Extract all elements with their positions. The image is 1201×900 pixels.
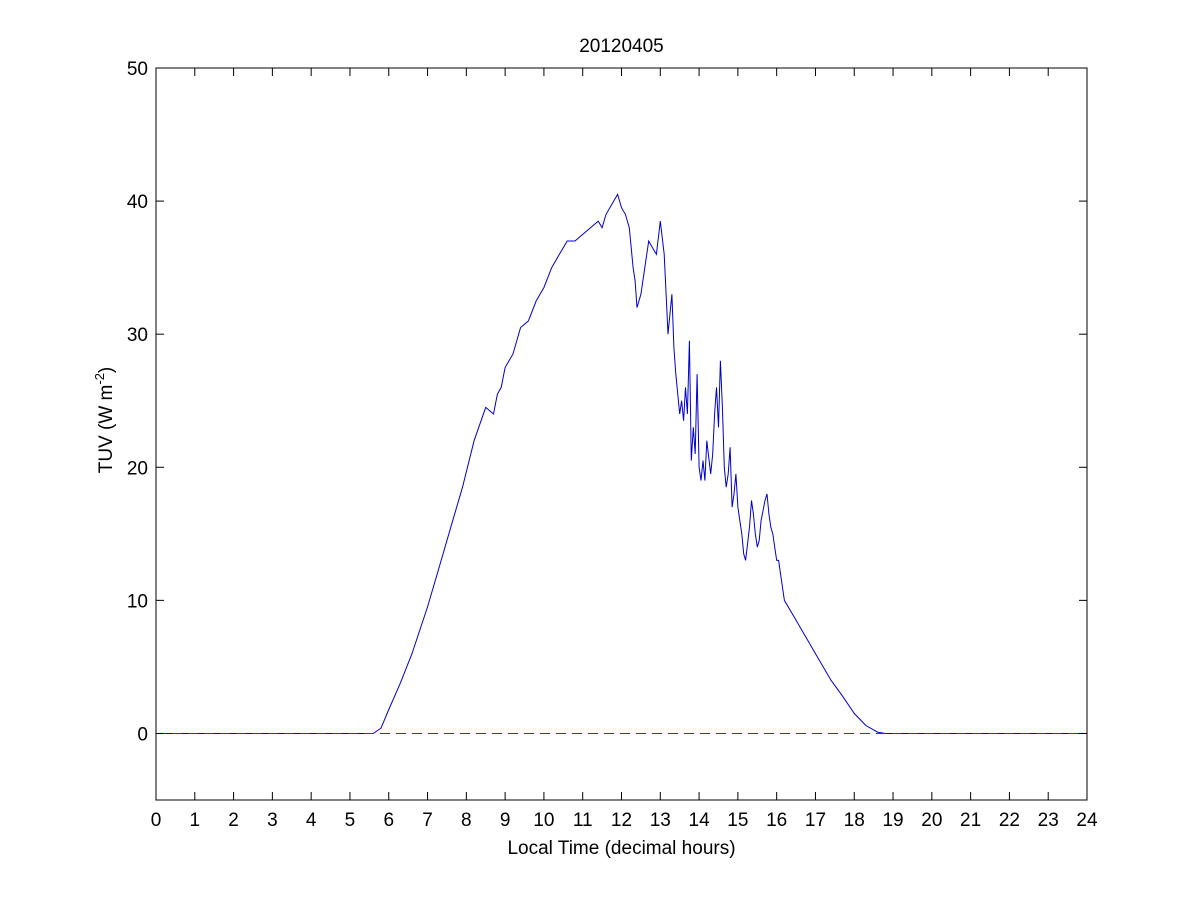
plot-area-box <box>155 67 1088 801</box>
y-tick-label: 20 <box>127 458 148 479</box>
series-line-0 <box>156 193 1087 734</box>
y-tick-label: 50 <box>127 59 148 80</box>
x-tick-label: 4 <box>306 810 317 831</box>
x-tick-label: 21 <box>960 810 981 831</box>
x-tick-label: 11 <box>573 810 593 831</box>
x-tick-label: 7 <box>422 810 433 831</box>
x-tick-label: 1 <box>190 810 201 831</box>
tick-layer <box>155 67 1088 800</box>
x-tick-label: 10 <box>533 810 554 831</box>
x-tick-label: 13 <box>650 810 671 831</box>
x-tick-label: 19 <box>882 810 903 831</box>
y-axis-label-exponent: -2 <box>92 373 107 385</box>
x-tick-label: 16 <box>766 810 787 831</box>
x-tick-label: 17 <box>805 810 826 831</box>
y-axis-label-main: TUV (W m <box>96 385 117 474</box>
y-tick-label: 10 <box>127 591 148 612</box>
x-tick-label: 18 <box>844 810 865 831</box>
y-tick-label: 40 <box>127 192 148 213</box>
x-tick-label: 9 <box>500 810 511 831</box>
y-axis-label-close: ) <box>96 367 117 373</box>
x-tick-label: 6 <box>383 810 394 831</box>
x-tick-label: 3 <box>267 810 278 831</box>
x-tick-label: 8 <box>461 810 472 831</box>
x-tick-label: 20 <box>921 810 942 831</box>
x-tick-label: 5 <box>345 810 356 831</box>
x-tick-label: 23 <box>1038 810 1059 831</box>
x-tick-label: 0 <box>151 810 162 831</box>
x-tick-label: 22 <box>999 810 1020 831</box>
y-tick-label: 0 <box>137 724 148 745</box>
y-tick-label: 30 <box>127 325 148 346</box>
x-axis-label: Local Time (decimal hours) <box>507 838 735 859</box>
y-tick-labels: 0 10 20 30 40 50 <box>127 59 148 745</box>
y-axis-label: TUV (W m-2) <box>92 367 117 474</box>
x-tick-label: 24 <box>1076 810 1098 831</box>
x-tick-labels: 0 1 2 3 4 5 6 7 8 9 10 11 12 13 14 15 16 17 18 19 20 21 22 23 24 <box>151 810 1098 831</box>
x-tick-label: 12 <box>611 810 632 831</box>
x-tick-label: 2 <box>228 810 239 831</box>
series-layer <box>156 193 1087 734</box>
x-tick-label: 14 <box>689 810 711 831</box>
chart-title: 20120405 <box>579 36 664 57</box>
x-tick-label: 15 <box>727 810 748 831</box>
